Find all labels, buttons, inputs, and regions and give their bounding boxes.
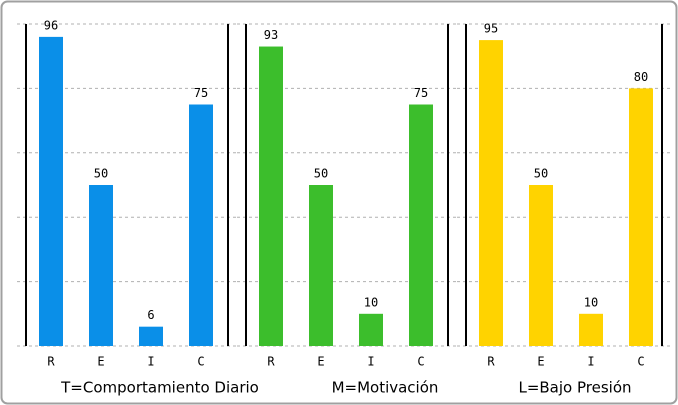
data-label: 50 bbox=[94, 167, 108, 181]
x-tick-label: R bbox=[47, 355, 55, 369]
bar bbox=[629, 88, 653, 347]
data-label: 75 bbox=[194, 86, 208, 100]
x-tick-label: I bbox=[147, 355, 154, 369]
x-tick-label: R bbox=[487, 355, 495, 369]
data-label: 10 bbox=[584, 295, 598, 309]
bar bbox=[39, 36, 63, 346]
bar bbox=[139, 326, 163, 346]
bar bbox=[579, 313, 603, 346]
data-label: 10 bbox=[364, 295, 378, 309]
data-label: 50 bbox=[314, 167, 328, 181]
data-label: 75 bbox=[414, 86, 428, 100]
x-tick-label: E bbox=[97, 355, 104, 369]
data-label: 6 bbox=[147, 308, 154, 322]
x-tick-label: R bbox=[267, 355, 275, 369]
data-label: 50 bbox=[534, 167, 548, 181]
data-label: 93 bbox=[264, 28, 278, 42]
x-axis-label: T=Comportamiento Diario bbox=[60, 379, 259, 397]
x-tick-label: E bbox=[317, 355, 324, 369]
bar bbox=[89, 185, 113, 346]
data-label: 95 bbox=[484, 22, 498, 36]
x-tick-label: C bbox=[197, 355, 204, 369]
x-tick-label: C bbox=[637, 355, 644, 369]
x-tick-label: I bbox=[367, 355, 374, 369]
bar bbox=[529, 185, 553, 346]
bar bbox=[259, 46, 283, 346]
x-tick-label: C bbox=[417, 355, 424, 369]
x-tick-label: E bbox=[537, 355, 544, 369]
data-label: 96 bbox=[44, 18, 58, 32]
x-axis-label: L=Bajo Presión bbox=[518, 379, 631, 397]
bar bbox=[409, 104, 433, 346]
bar bbox=[479, 40, 503, 346]
bar bbox=[359, 313, 383, 346]
x-tick-label: I bbox=[587, 355, 594, 369]
bar bbox=[309, 185, 333, 346]
data-label: 80 bbox=[634, 70, 648, 84]
x-axis-label: M=Motivación bbox=[332, 379, 439, 397]
bar bbox=[189, 104, 213, 346]
